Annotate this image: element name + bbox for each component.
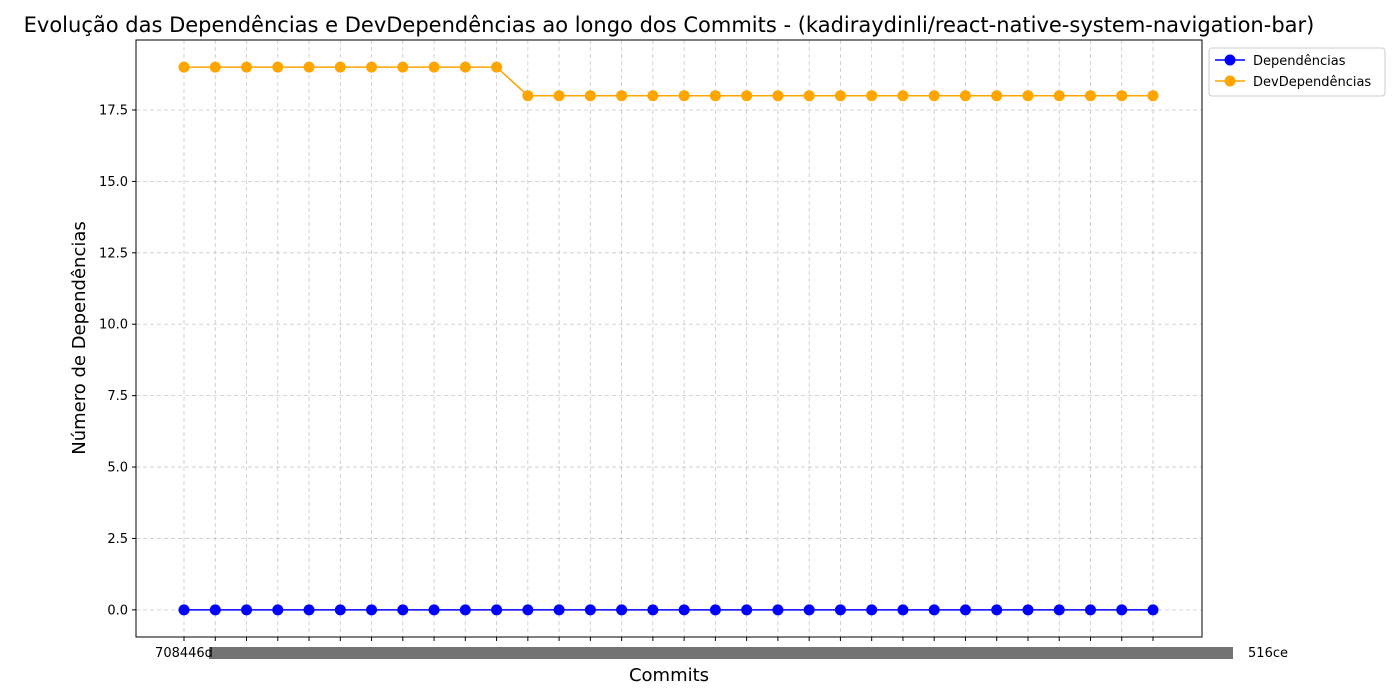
series-dependencias bbox=[178, 604, 1159, 616]
data-point bbox=[1022, 90, 1034, 102]
plot-area-frame bbox=[135, 39, 1203, 638]
grid bbox=[136, 40, 1202, 637]
data-point bbox=[272, 61, 284, 73]
data-point bbox=[678, 604, 690, 616]
data-point bbox=[491, 61, 503, 73]
x-tick-labels-overlap bbox=[209, 647, 1233, 659]
data-point bbox=[709, 604, 721, 616]
data-point bbox=[428, 604, 440, 616]
data-point bbox=[991, 90, 1003, 102]
axis-ticks: 0.0 2.5 5.0 7.5 10.0 12.5 15.0 17.5 708446d 516ce bbox=[99, 103, 1288, 661]
y-tick-label: 12.5 bbox=[99, 246, 128, 261]
data-point bbox=[616, 604, 628, 616]
data-point bbox=[709, 90, 721, 102]
y-axis-label: Número de Dependências bbox=[69, 221, 90, 455]
data-point bbox=[1084, 604, 1096, 616]
legend-marker-devdependencias bbox=[1224, 75, 1236, 87]
data-point bbox=[584, 90, 596, 102]
data-point bbox=[1147, 604, 1159, 616]
data-point bbox=[1116, 90, 1128, 102]
chart-title: Evolução das Dependências e DevDependênc… bbox=[24, 13, 1315, 37]
y-tick-label: 2.5 bbox=[107, 532, 128, 547]
data-point bbox=[522, 90, 534, 102]
y-tick-label: 15.0 bbox=[99, 175, 128, 190]
data-point bbox=[959, 90, 971, 102]
data-point bbox=[584, 604, 596, 616]
data-point bbox=[772, 90, 784, 102]
data-point bbox=[459, 604, 471, 616]
y-tick-label: 10.0 bbox=[99, 318, 128, 333]
data-point bbox=[1053, 90, 1065, 102]
data-point bbox=[178, 604, 190, 616]
data-point bbox=[209, 61, 221, 73]
data-point bbox=[491, 604, 503, 616]
data-point bbox=[1084, 90, 1096, 102]
data-point bbox=[741, 90, 753, 102]
data-point bbox=[866, 604, 878, 616]
data-point bbox=[741, 604, 753, 616]
data-point bbox=[397, 604, 409, 616]
data-point bbox=[553, 90, 565, 102]
data-point bbox=[647, 604, 659, 616]
data-point bbox=[522, 604, 534, 616]
data-point bbox=[303, 61, 315, 73]
data-point bbox=[803, 604, 815, 616]
x-tick-label-first: 708446d bbox=[155, 646, 213, 661]
data-point bbox=[553, 604, 565, 616]
data-point bbox=[897, 604, 909, 616]
y-tick-label: 5.0 bbox=[107, 461, 128, 476]
data-point bbox=[928, 604, 940, 616]
data-point bbox=[1053, 604, 1065, 616]
data-point bbox=[928, 90, 940, 102]
data-point bbox=[991, 604, 1003, 616]
data-point bbox=[803, 90, 815, 102]
x-tick-label-last: 516ce bbox=[1248, 646, 1288, 661]
data-point bbox=[303, 604, 315, 616]
series-group bbox=[178, 61, 1159, 616]
data-point bbox=[334, 61, 346, 73]
data-point bbox=[678, 90, 690, 102]
data-point bbox=[209, 604, 221, 616]
data-point bbox=[897, 90, 909, 102]
data-point bbox=[366, 604, 378, 616]
data-point bbox=[866, 90, 878, 102]
y-tick-label: 17.5 bbox=[99, 103, 128, 118]
data-point bbox=[241, 61, 253, 73]
data-point bbox=[397, 61, 409, 73]
data-point bbox=[1147, 90, 1159, 102]
legend-label-devdependencias: DevDependências bbox=[1253, 75, 1371, 90]
y-tick-label: 7.5 bbox=[107, 389, 128, 404]
data-point bbox=[834, 604, 846, 616]
data-point bbox=[272, 604, 284, 616]
data-point bbox=[334, 604, 346, 616]
data-point bbox=[241, 604, 253, 616]
data-point bbox=[1116, 604, 1128, 616]
data-point bbox=[647, 90, 659, 102]
data-point bbox=[959, 604, 971, 616]
legend-label-dependencias: Dependências bbox=[1253, 54, 1346, 69]
legend: Dependências DevDependências bbox=[1208, 47, 1386, 97]
legend-box bbox=[1208, 47, 1386, 97]
data-point bbox=[1022, 604, 1034, 616]
data-point bbox=[178, 61, 190, 73]
y-tick-label: 0.0 bbox=[107, 603, 128, 618]
data-point bbox=[366, 61, 378, 73]
x-axis-label: Commits bbox=[629, 665, 709, 686]
data-point bbox=[428, 61, 440, 73]
series-devdependencias bbox=[178, 61, 1159, 102]
data-point bbox=[616, 90, 628, 102]
data-point bbox=[834, 90, 846, 102]
legend-marker-dependencias bbox=[1224, 54, 1236, 66]
data-point bbox=[459, 61, 471, 73]
data-point bbox=[772, 604, 784, 616]
